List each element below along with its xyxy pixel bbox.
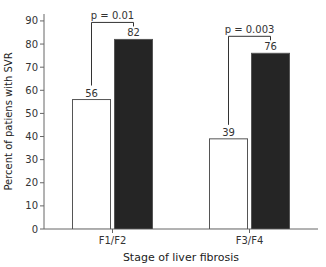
y-tick — [40, 159, 44, 160]
y-tick-label: 30 — [25, 154, 38, 165]
x-axis-label: Stage of liver fibrosis — [123, 251, 239, 264]
y-tick-label: 60 — [25, 85, 38, 96]
bracket — [92, 22, 134, 85]
bar — [210, 139, 248, 229]
y-tick — [40, 67, 44, 68]
y-tick — [40, 182, 44, 183]
y-tick-label: 40 — [25, 131, 38, 142]
chart: 0 10 20 30 40 50 60 70 80 90 F1/F2 56 82 p = 0.01 F3/F… — [0, 0, 326, 267]
y-tick-label: 10 — [25, 200, 38, 211]
y-tick-label: 50 — [25, 108, 38, 119]
data-label: 82 — [127, 27, 140, 38]
annotation: p = 0.01 — [91, 10, 134, 21]
y-axis-label: Percent of patiens with SVR — [3, 52, 14, 190]
y-tick-label: 70 — [25, 62, 38, 73]
x-tick-label: F1/F2 — [99, 235, 127, 246]
bracket — [229, 36, 271, 125]
y-tick — [40, 90, 44, 91]
x-tick — [112, 229, 113, 233]
y-tick-label: 0 — [32, 224, 38, 235]
y-tick — [40, 113, 44, 114]
y-tick — [40, 205, 44, 206]
labels: F1/F2 56 82 p = 0.01 F3/F4 39 76 p = 0.003 — [85, 10, 277, 246]
x-tick — [249, 229, 250, 233]
data-label: 76 — [264, 41, 277, 52]
annotation: p = 0.003 — [225, 24, 275, 35]
y-tick-label: 20 — [25, 177, 38, 188]
y-tick — [40, 44, 44, 45]
y-tick — [40, 136, 44, 137]
bars — [73, 39, 290, 229]
y-axis — [44, 14, 45, 229]
y-tick-label: 80 — [25, 39, 38, 50]
data-label: 39 — [222, 127, 235, 138]
y-tick — [40, 20, 44, 21]
bar — [252, 53, 290, 229]
data-label: 56 — [85, 88, 98, 99]
bar — [115, 39, 153, 229]
y-tick — [40, 229, 44, 230]
bar — [73, 100, 111, 229]
x-tick-label: F3/F4 — [236, 235, 264, 246]
y-tick-label: 90 — [25, 15, 38, 26]
